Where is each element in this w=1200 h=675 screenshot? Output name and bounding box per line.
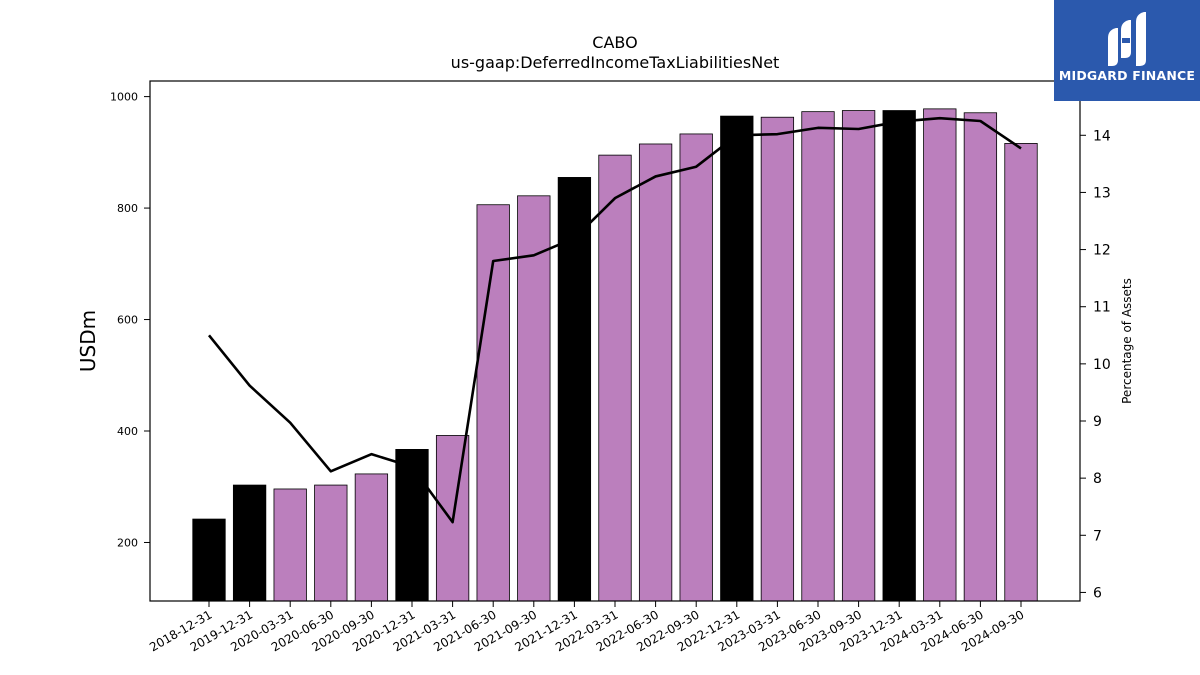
y-tick-label: 1000 — [110, 91, 138, 104]
bar-2024-06-30 — [963, 112, 998, 602]
y-tick-label: 200 — [117, 536, 138, 549]
bar-2020-09-30 — [354, 473, 389, 602]
bar-2020-12-31 — [395, 449, 429, 602]
y-tick-label: 600 — [117, 314, 138, 327]
y2-axis-label: Percentage of Assets — [1120, 278, 1134, 404]
y-axis-label: USDm — [76, 310, 100, 372]
bar-2020-03-31 — [273, 488, 307, 602]
bar-2022-06-30 — [638, 143, 673, 602]
y2-tick-label: 12 — [1093, 243, 1111, 259]
y-tick-label: 400 — [117, 425, 138, 438]
bar-2020-06-30 — [314, 484, 348, 602]
bar-2023-12-31 — [882, 110, 916, 602]
y2-tick-label: 7 — [1093, 528, 1102, 544]
chart-title: CABO — [592, 33, 637, 52]
bar-2021-06-30 — [476, 204, 510, 602]
y2-tick-label: 13 — [1093, 185, 1111, 201]
y-tick-label: 800 — [117, 202, 138, 215]
y2-tick-label: 6 — [1093, 585, 1102, 601]
y2-tick-label: 14 — [1093, 128, 1111, 144]
y2-tick-label: 8 — [1093, 471, 1102, 487]
bar-2021-09-30 — [517, 195, 551, 602]
logo-text: MIDGARD FINANCE — [1058, 68, 1196, 83]
bar-2021-12-31 — [557, 177, 592, 602]
logo-mark-icon — [1108, 12, 1146, 66]
bar-2022-12-31 — [720, 115, 754, 602]
bar-2022-03-31 — [598, 154, 632, 602]
bar-2023-03-31 — [760, 116, 795, 602]
bar-2024-03-31 — [923, 108, 957, 602]
bar-2023-09-30 — [841, 110, 876, 602]
y2-tick-label: 11 — [1093, 300, 1111, 316]
chart-subtitle: us-gaap:DeferredIncomeTaxLiabilitiesNet — [451, 53, 780, 72]
y2-tick-label: 10 — [1093, 357, 1111, 373]
percentage-line — [207, 116, 1022, 524]
bar-2023-06-30 — [801, 111, 835, 602]
bar-2018-12-31 — [192, 518, 226, 602]
bar-2022-09-30 — [679, 133, 713, 602]
bar-2024-09-30 — [1004, 143, 1038, 602]
brand-logo: MIDGARD FINANCE — [1054, 0, 1200, 101]
y2-tick-label: 9 — [1093, 414, 1102, 430]
bar-2019-12-31 — [232, 484, 267, 602]
